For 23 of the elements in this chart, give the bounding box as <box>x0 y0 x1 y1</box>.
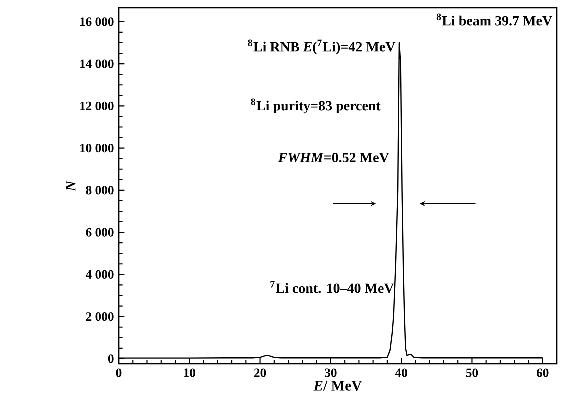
x-tick-label: 10 <box>184 368 196 378</box>
annotation: FWHM=0.52 MeV <box>278 153 390 163</box>
x-tick-label: 30 <box>325 368 337 378</box>
x-tick-label: 40 <box>395 368 408 378</box>
y-tick-label: 2 000 <box>86 312 114 322</box>
x-tick-label: 50 <box>466 368 478 378</box>
annotation: $^{7}$Li cont. 10–40 MeV <box>270 281 394 294</box>
y-tick-label: 16 000 <box>80 18 114 26</box>
y-tick-label: 8 000 <box>86 186 114 195</box>
y-tick-label: 6 000 <box>86 228 114 237</box>
y-tick-label: 0 <box>108 354 114 364</box>
x-tick-label: 60 <box>536 368 549 378</box>
annotation: $^{8}$Li RNB E($^{7}$Li)=42 MeV <box>248 40 396 55</box>
annotation: $^{8}$Li beam 39.7 MeV <box>436 14 552 26</box>
x-tick-label: 0 <box>116 368 122 378</box>
y-tick-label: 4 000 <box>86 270 114 279</box>
x-tick-label: 20 <box>254 368 266 378</box>
annotation: $^{8}$Li purity=83 percent <box>251 98 381 114</box>
y-tick-label: 12 000 <box>80 102 114 110</box>
y-axis-title: N <box>66 180 76 192</box>
y-tick-label: 10 000 <box>80 144 114 153</box>
x-axis-title: E/ MeV <box>314 381 362 391</box>
y-tick-label: 14 000 <box>80 60 114 68</box>
